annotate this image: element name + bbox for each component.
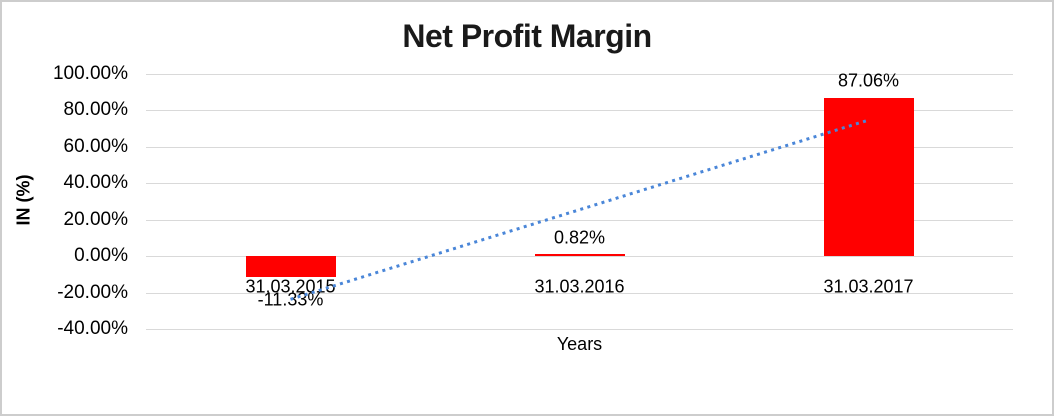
y-tick-label: 20.00% [63, 208, 128, 230]
y-tick-label: 40.00% [63, 172, 128, 194]
y-tick-label: -40.00% [57, 318, 128, 339]
data-label: 0.82% [553, 227, 606, 248]
data-label: -11.33% [257, 289, 324, 310]
y-tick-label: 0.00% [74, 245, 128, 267]
bar [534, 254, 625, 257]
category-label: 31.03.2016 [534, 276, 625, 297]
bar [823, 97, 914, 257]
y-tick-label: 100.00% [52, 63, 128, 84]
bar [245, 256, 336, 277]
gridline [146, 329, 1013, 330]
y-tick-label: 60.00% [63, 135, 128, 157]
y-tick-label: 80.00% [63, 99, 128, 121]
chart-title: Net Profit Margin [402, 18, 652, 54]
data-label: 87.06% [837, 70, 900, 91]
gridline [146, 74, 1013, 75]
gridline [146, 110, 1013, 112]
x-axis-title: Years [556, 334, 603, 354]
y-tick-label: -20.00% [57, 281, 128, 303]
category-label: 31.03.2017 [823, 276, 914, 297]
